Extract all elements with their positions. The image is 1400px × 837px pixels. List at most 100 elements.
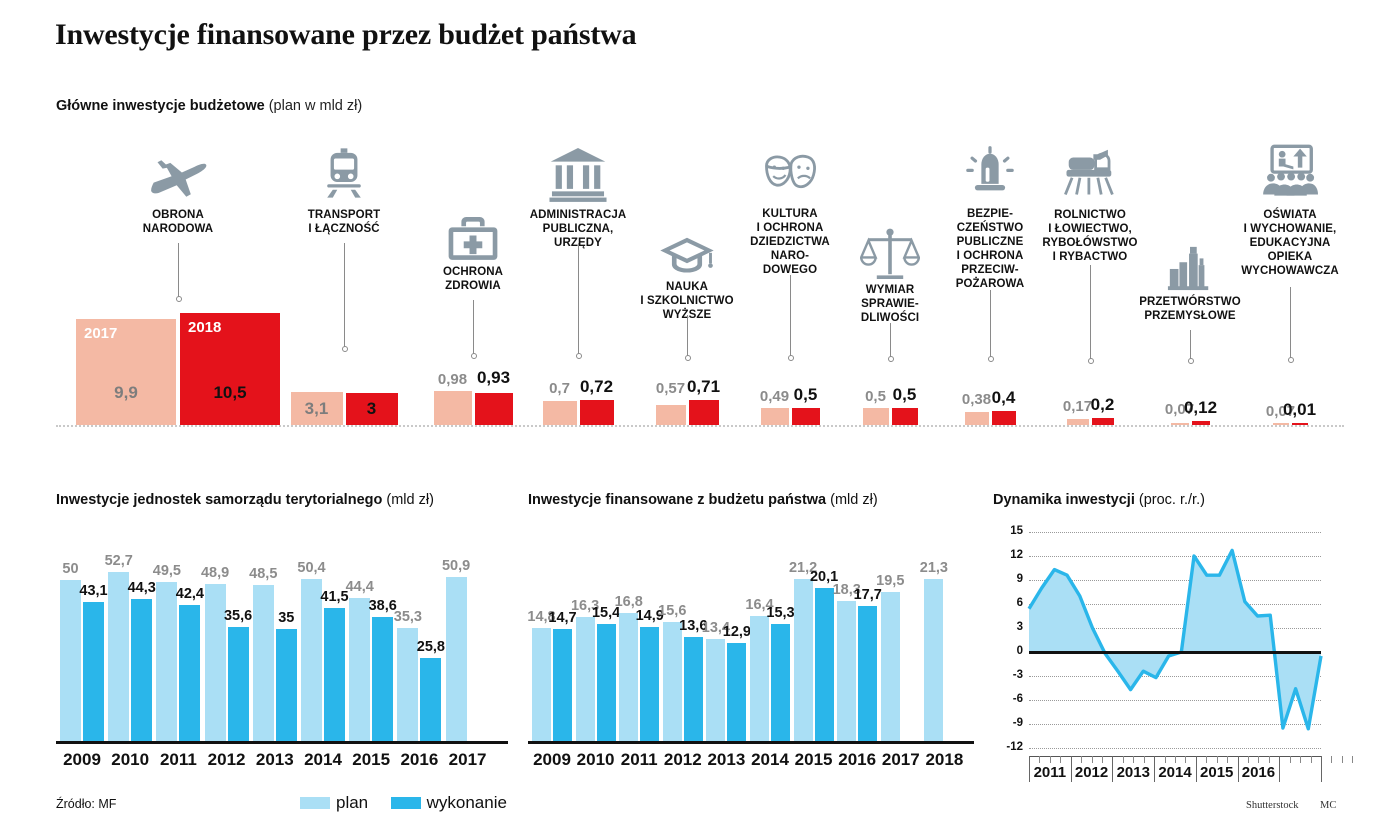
bar-plan-2017 — [76, 319, 176, 425]
bar-label-plan-2013: 13,4 — [701, 619, 730, 636]
x-axis-quarter-tick — [1300, 756, 1302, 763]
bar-plan-2010 — [108, 571, 130, 741]
bar-exec-2018 — [688, 400, 719, 425]
x-axis-year-divider — [1112, 756, 1114, 782]
x-tick-2010: 2010 — [111, 750, 150, 769]
x-axis-quarter-tick — [1091, 756, 1093, 763]
category-leader-line — [1088, 265, 1094, 364]
bar-plan-2017 — [760, 408, 789, 425]
chart-title-jst-unit: (mld zł) — [382, 492, 434, 508]
bar-value-plan: 0,49 — [759, 387, 790, 405]
x-axis-year-divider — [1029, 756, 1030, 782]
train-icon — [316, 143, 372, 208]
bar-wykonanie-2011 — [640, 627, 660, 741]
siren-light-icon — [963, 143, 1017, 206]
bar-value-plan: 0,38 — [961, 391, 992, 409]
bar-label-wykonanie-2016: 17,7 — [853, 587, 882, 603]
bar-wykonanie-2012 — [227, 626, 249, 741]
y-tick-label--3: -3 — [1012, 669, 1023, 681]
category-9: ROLNICTWO I ŁOWIECTWO, RYBOŁÓWSTWO I RYBACT… — [0, 125, 1400, 435]
category-label: BEZPIE- CZEŃSTWO PUBLICZNE I OCHRONA PRZECIW… — [955, 208, 1025, 290]
top-section-subtitle-bold: Główne inwestycje budżetowe — [56, 98, 265, 114]
x-axis-year-divider — [1237, 756, 1239, 782]
bar-wykonanie-2012 — [683, 637, 703, 741]
bar-year-tag-2017: 2017 — [84, 325, 118, 343]
category-label: OCHRONA ZDROWIA — [442, 266, 504, 292]
bar-label-wykonanie-2014: 41,5 — [320, 588, 349, 605]
bar-label-wykonanie-2011: 14,9 — [635, 608, 664, 625]
bar-value-exec: 0,5 — [892, 384, 917, 404]
classroom-education-icon — [1260, 143, 1320, 204]
bar-plan-2016 — [397, 627, 419, 741]
gridline--6 — [1029, 700, 1321, 701]
theatre-masks-icon — [757, 147, 823, 208]
gridline-9 — [1029, 580, 1321, 581]
category-label: OBRONA NARODOWA — [142, 209, 214, 235]
bar-plan-2017 — [880, 592, 900, 741]
bar-plan-2013 — [706, 638, 726, 741]
x-axis-year-divider — [1321, 756, 1322, 782]
bar-exec-2018 — [474, 392, 513, 425]
x-axis-year-divider — [1195, 756, 1197, 782]
x-axis-year-divider — [1154, 756, 1156, 782]
page-title: Inwestycje finansowane przez budżet pańs… — [55, 18, 637, 51]
bar-label-wykonanie-2010: 15,4 — [591, 604, 621, 621]
bar-wykonanie-2014 — [771, 624, 790, 741]
category-label: KULTURA I OCHRONA DZIEDZICTWA NARO- DOWEGO — [750, 208, 830, 276]
category-leader-line — [1188, 330, 1194, 364]
category-11: OŚWIATA I WYCHOWANIE, EDUKACYJNA OPIEKA WYCH… — [0, 125, 1400, 435]
bar-wykonanie-2009 — [553, 628, 572, 741]
x-axis-line — [528, 741, 974, 744]
x-tick-2012: 2012 — [663, 750, 702, 769]
x-tick-label-2016: 2016 — [1241, 764, 1276, 781]
chart-title-dynamics-text: Dynamika inwestycji — [993, 492, 1135, 508]
bar-label-wykonanie-2010: 44,3 — [127, 579, 156, 596]
x-tick-2010: 2010 — [576, 750, 615, 769]
scales-of-justice-icon — [859, 225, 921, 290]
x-tick-2014: 2014 — [304, 750, 342, 769]
gridline--3 — [1029, 676, 1321, 677]
graduation-cap-icon — [655, 225, 719, 288]
x-tick-2009: 2009 — [533, 750, 571, 769]
category-leader-line — [471, 300, 477, 359]
chart-legend: plan wykonanie — [300, 793, 525, 813]
bar-label-wykonanie-2012: 13,6 — [679, 618, 708, 635]
bar-wykonanie-2010 — [596, 623, 616, 741]
category-leader-line — [685, 315, 691, 361]
bar-wykonanie-2015 — [814, 587, 834, 741]
bar-wykonanie-2010 — [131, 598, 153, 741]
legend-label-wykonanie: wykonanie — [426, 793, 507, 812]
bar-exec-2018 — [579, 400, 614, 425]
bar-value-plan: 0,07 — [1265, 402, 1296, 420]
x-tick-2011: 2011 — [159, 750, 197, 769]
bar-plan-2017 — [655, 405, 686, 425]
legend-item-wykonanie: wykonanie — [390, 793, 507, 813]
bar-plan-2017 — [433, 391, 472, 425]
category-leader-line — [576, 243, 582, 359]
bar-exec-2018 — [1291, 422, 1308, 425]
x-axis-quarter-tick — [1164, 756, 1166, 763]
gridline-15 — [1029, 532, 1321, 533]
x-axis-quarter-tick — [1049, 756, 1051, 763]
x-tick-2012: 2012 — [207, 750, 246, 769]
x-tick-2009: 2009 — [63, 750, 101, 769]
gridline--12 — [1029, 748, 1321, 749]
legend-label-plan: plan — [336, 793, 369, 812]
x-tick-label-2015: 2015 — [1200, 764, 1234, 781]
y-tick-label-12: 12 — [1010, 549, 1023, 561]
bar-plan-2016 — [837, 601, 857, 741]
category-leader-line — [1288, 287, 1294, 363]
bar-label-wykonanie-2013: 35 — [278, 609, 295, 626]
x-axis-quarter-tick — [1206, 756, 1208, 763]
bar-exec-2018 — [991, 411, 1016, 425]
bar-label-plan-2009: 14,8 — [527, 609, 556, 626]
bar-label-wykonanie-2015: 38,6 — [368, 597, 397, 614]
bar-exec-2018 — [891, 407, 918, 425]
x-tick-2018: 2018 — [925, 750, 964, 769]
bar-value-plan: 0,98 — [437, 371, 468, 388]
x-axis-quarter-tick — [1039, 756, 1041, 763]
bar-plan-2017 — [290, 391, 343, 425]
bar-value-exec: 0,5 — [793, 384, 818, 404]
y-tick-label-0: 0 — [1016, 645, 1023, 657]
